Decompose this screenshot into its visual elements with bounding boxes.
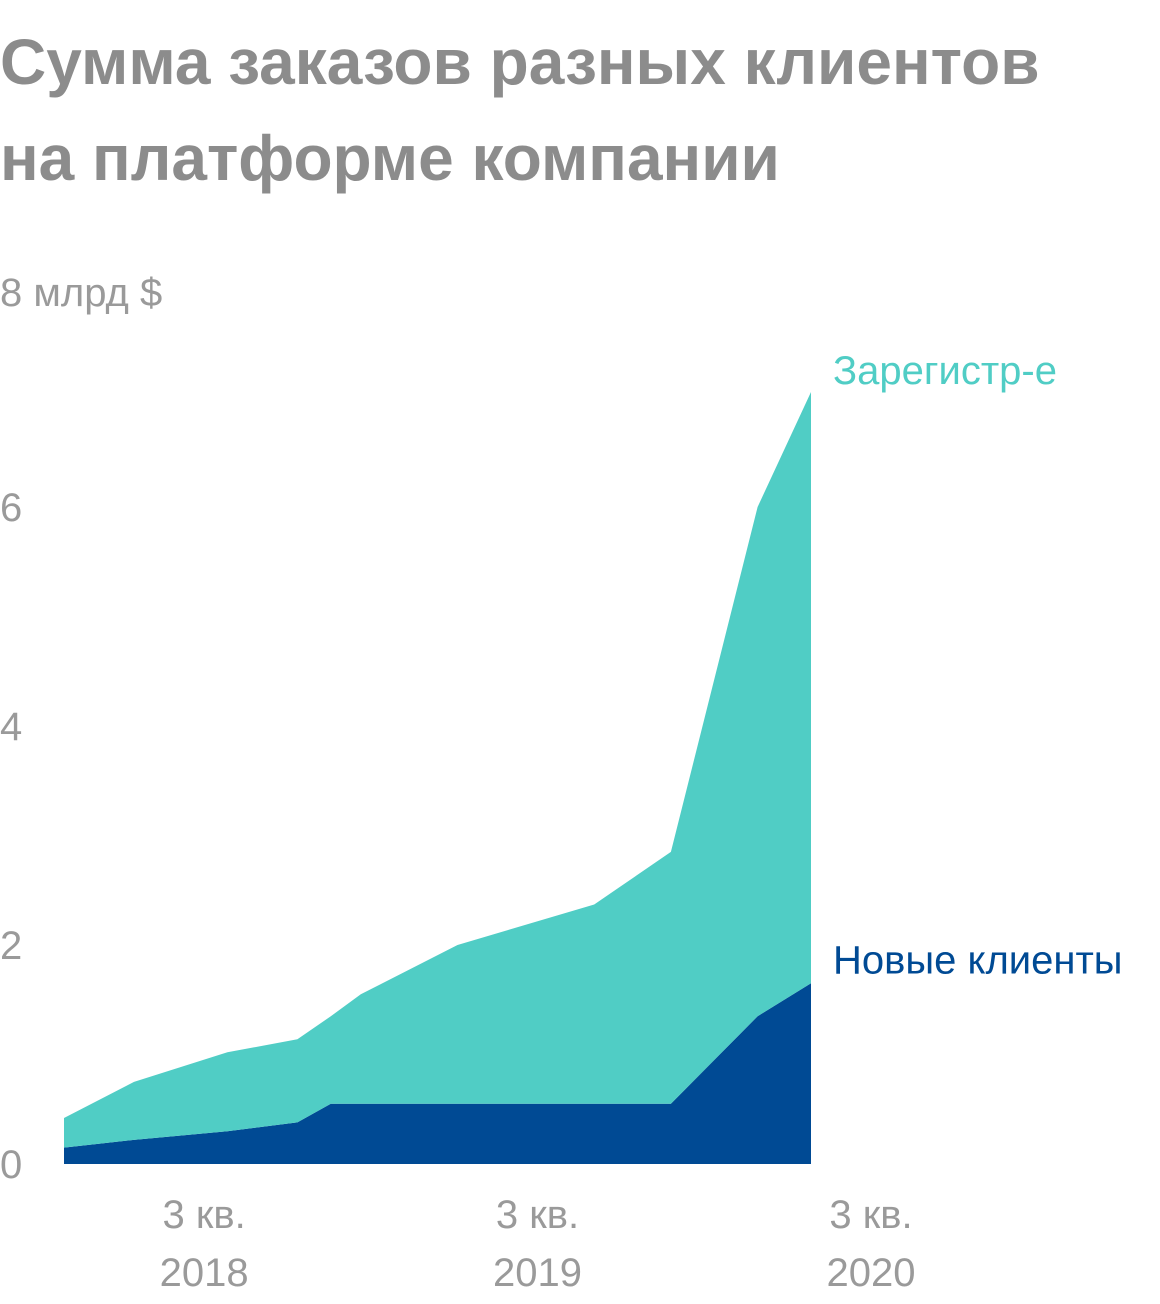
y-axis-ticks: 8 млрд $ 0 2 4 6 — [0, 271, 162, 1187]
y-tick-label: 2 — [0, 924, 22, 968]
chart-title-line-2: на платформе компании — [0, 122, 780, 194]
x-tick-line: 2018 — [160, 1251, 249, 1295]
x-tick-line: 3 кв. — [829, 1193, 912, 1237]
series-label-registered: Зарегистр-е — [833, 349, 1057, 393]
series-labels: Новые клиенты Зарегистр-е — [833, 349, 1123, 982]
series-label-new-clients: Новые клиенты — [833, 938, 1123, 982]
x-tick-line: 2020 — [827, 1251, 916, 1295]
area-series-1 — [64, 983, 811, 1164]
x-tick-line: 3 кв. — [162, 1193, 245, 1237]
x-tick-label: 3 кв. 2019 — [493, 1193, 582, 1295]
y-tick-label: 4 — [0, 705, 22, 749]
chart-areas — [64, 392, 811, 1164]
y-axis-unit-label: 8 млрд $ — [0, 271, 162, 315]
chart-title: Сумма заказов разных клиентов на платфор… — [0, 14, 1150, 206]
x-axis-ticks: 3 кв. 2018 3 кв. 2019 3 кв. 2020 — [160, 1193, 916, 1295]
x-tick-line: 2019 — [493, 1251, 582, 1295]
y-tick-label: 6 — [0, 486, 22, 530]
x-tick-label: 3 кв. 2018 — [160, 1193, 249, 1295]
y-tick-label: 0 — [0, 1143, 22, 1187]
x-tick-label: 3 кв. 2020 — [827, 1193, 916, 1295]
x-tick-line: 3 кв. — [496, 1193, 579, 1237]
area-series-2 — [64, 392, 811, 1148]
chart-title-line-1: Сумма заказов разных клиентов — [0, 26, 1040, 98]
